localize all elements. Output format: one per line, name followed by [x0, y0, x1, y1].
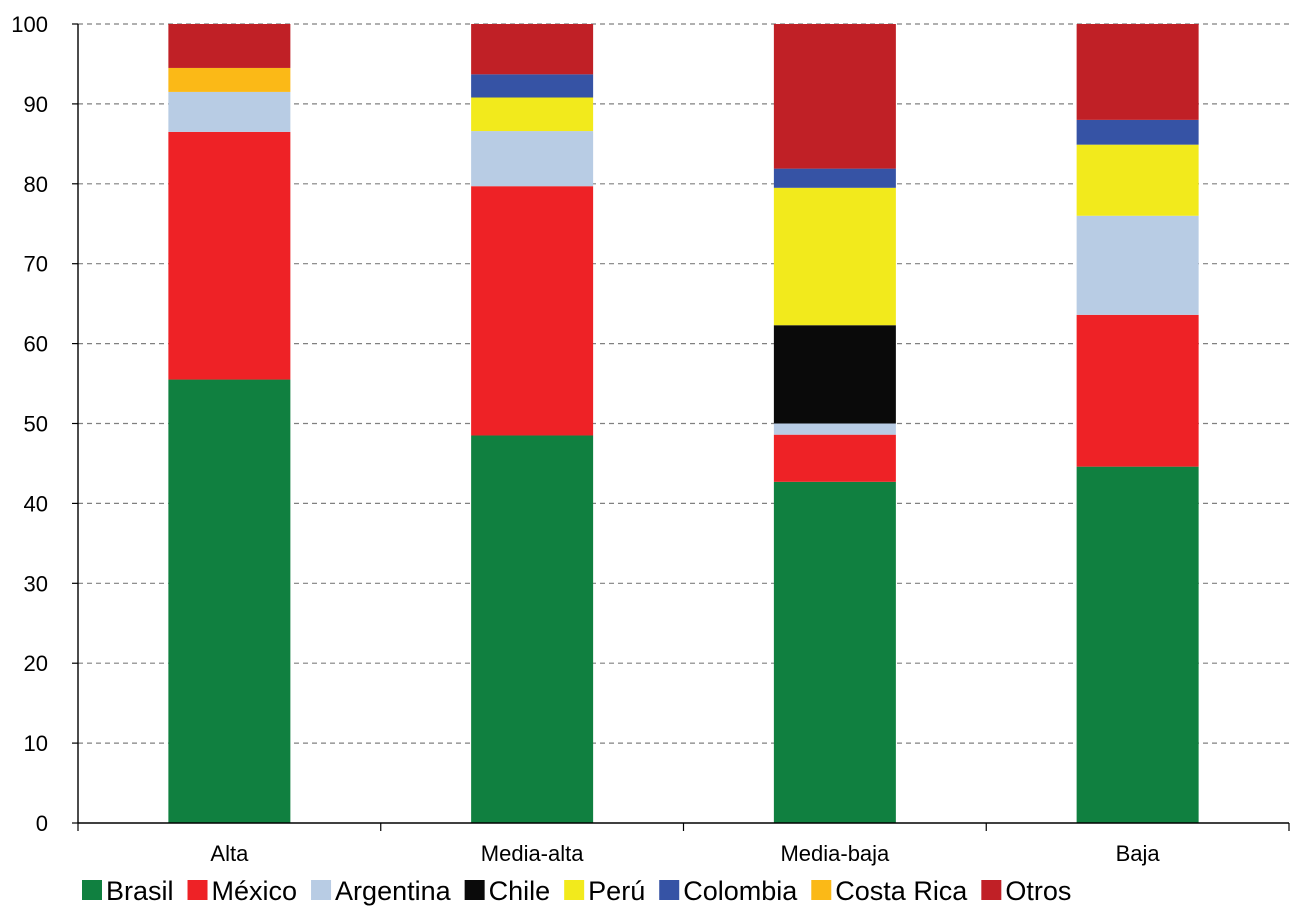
y-tick-label: 0	[36, 811, 48, 836]
y-tick-label: 20	[24, 651, 48, 676]
bar-segment-perú	[471, 97, 594, 132]
legend-swatch	[811, 880, 832, 900]
bar-segment-méxico	[773, 434, 896, 482]
bar-segment-brasil	[1076, 466, 1199, 823]
bar-segment-costa-rica	[168, 67, 291, 92]
y-tick-label: 60	[24, 332, 48, 357]
bar-segment-otros	[168, 24, 291, 68]
y-tick-label: 40	[24, 491, 48, 516]
bars	[168, 24, 1199, 823]
x-tick-label: Media-baja	[780, 841, 890, 866]
legend-swatch	[659, 880, 680, 900]
bar-segment-colombia	[471, 74, 594, 98]
bar-segment-otros	[471, 24, 594, 75]
legend-label: Argentina	[335, 876, 452, 906]
legend-swatch	[311, 880, 332, 900]
bar-segment-perú	[773, 187, 896, 326]
bar-segment-brasil	[168, 379, 291, 823]
legend-swatch	[187, 880, 208, 900]
x-tick-label: Media-alta	[481, 841, 584, 866]
bar-segment-otros	[1076, 24, 1199, 120]
x-tick-label: Baja	[1116, 841, 1161, 866]
axes: 0 10 20 30 40 50 60 70 80 90 100 Alta Media-alta Medi…	[11, 12, 1290, 866]
bar-segment-otros	[773, 24, 896, 169]
y-tick-label: 70	[24, 252, 48, 277]
y-tick-label: 10	[24, 731, 48, 756]
y-tick-label: 50	[24, 412, 48, 437]
bar-segment-argentina	[471, 131, 594, 187]
y-tick-label: 100	[11, 12, 48, 37]
y-tick-label: 30	[24, 571, 48, 596]
legend-label: Brasil	[106, 876, 174, 906]
legend-label: Chile	[489, 876, 551, 906]
bar-segment-colombia	[1076, 119, 1199, 145]
bar-segment-brasil	[773, 481, 896, 823]
y-tick-label: 90	[24, 92, 48, 117]
bar-segment-colombia	[773, 168, 896, 188]
bar-segment-perú	[1076, 144, 1199, 216]
bar-segment-argentina	[773, 423, 896, 435]
bar-segment-chile	[773, 325, 896, 424]
legend-label: Perú	[588, 876, 645, 906]
legend-swatch	[564, 880, 585, 900]
bar-segment-méxico	[471, 186, 594, 436]
legend-swatch	[464, 880, 485, 900]
legend-swatch	[981, 880, 1002, 900]
bar-segment-méxico	[168, 131, 291, 380]
legend-label: Costa Rica	[835, 876, 968, 906]
legend-label: Otros	[1005, 876, 1071, 906]
bar-segment-brasil	[471, 435, 594, 823]
bar-segment-méxico	[1076, 314, 1199, 467]
legend-label: México	[212, 876, 298, 906]
x-tick-label: Alta	[210, 841, 249, 866]
legend-label: Colombia	[683, 876, 798, 906]
y-tick-label: 80	[24, 172, 48, 197]
bar-segment-argentina	[1076, 215, 1199, 315]
legend-swatch	[82, 880, 102, 900]
legend: Brasil México Argentina Chile Perú Colombia Co…	[82, 876, 1071, 906]
bar-segment-argentina	[168, 91, 291, 132]
